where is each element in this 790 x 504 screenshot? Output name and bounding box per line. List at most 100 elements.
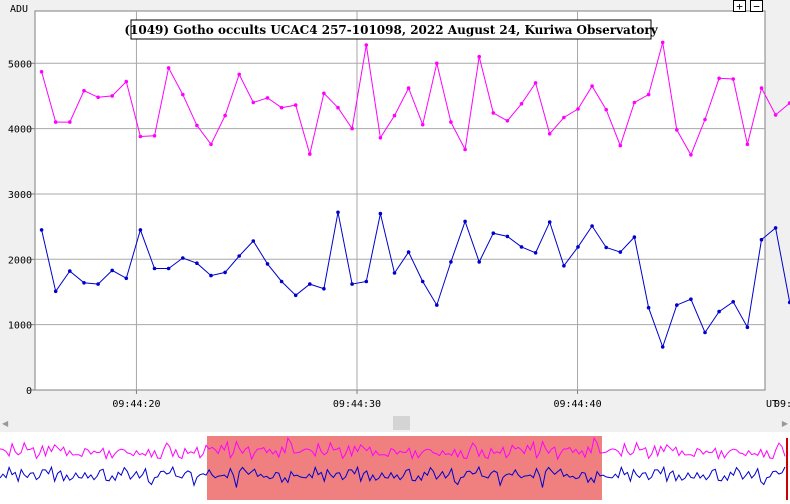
data-point [53, 289, 58, 294]
data-point [463, 147, 467, 152]
scrollbar-thumb[interactable] [393, 416, 410, 430]
data-point [533, 81, 538, 85]
data-point [378, 136, 383, 140]
data-point [477, 260, 482, 264]
data-point [223, 270, 227, 275]
data-point [209, 273, 213, 278]
data-point [787, 101, 790, 105]
y-tick-label: 5000 [8, 59, 32, 70]
zoom-in-button[interactable]: + [733, 0, 746, 12]
data-point [364, 43, 369, 47]
y-tick-label: 0 [26, 386, 32, 397]
overview-strip[interactable] [0, 432, 790, 504]
data-point [68, 269, 72, 273]
data-point [195, 123, 199, 128]
y-axis: 0 1000 2000 3000 4000 5000 [8, 59, 35, 397]
data-point [590, 224, 594, 228]
data-point [152, 266, 157, 271]
data-point [773, 226, 778, 230]
data-point [604, 245, 608, 250]
x-tick-label: 09:44:20 [112, 399, 160, 410]
data-point [265, 262, 270, 266]
data-point [463, 219, 467, 224]
data-point [477, 54, 482, 59]
data-point [138, 228, 143, 232]
data-point [279, 105, 284, 110]
data-point [491, 111, 496, 115]
data-point [350, 282, 354, 286]
data-point [152, 134, 157, 138]
data-point [449, 260, 453, 264]
data-point [322, 91, 326, 96]
data-point [392, 271, 397, 275]
data-point [39, 228, 44, 232]
data-point [82, 88, 86, 93]
chart-title: (1049) Gotho occults UCAC4 257-101098, 2… [124, 23, 658, 37]
zoom-out-button[interactable]: − [750, 0, 763, 12]
data-point [68, 120, 72, 124]
data-point [420, 279, 425, 284]
data-point [82, 281, 86, 285]
data-point [195, 261, 199, 266]
data-point [124, 79, 129, 84]
data-point [166, 266, 171, 271]
x-tick-label: 09:44:30 [333, 399, 381, 410]
data-point [237, 254, 241, 258]
horizontal-scrollbar[interactable]: ◀ ▶ [0, 416, 790, 430]
data-point [519, 245, 524, 249]
data-point [237, 72, 241, 77]
data-point [96, 95, 100, 100]
data-point [251, 100, 256, 105]
data-point [717, 309, 721, 314]
data-point [308, 282, 312, 286]
scroll-right-arrow-icon[interactable]: ▶ [781, 419, 788, 428]
data-point [787, 300, 790, 305]
y-axis-label: ADU [10, 4, 28, 15]
series-layer [39, 40, 790, 349]
data-point [745, 325, 750, 330]
data-point [618, 250, 623, 254]
data-point [435, 61, 439, 66]
data-point [604, 107, 608, 112]
data-point [562, 264, 566, 268]
scroll-left-arrow-icon[interactable]: ◀ [2, 419, 9, 428]
data-point [745, 142, 750, 147]
data-point [336, 210, 340, 215]
data-point [773, 113, 778, 117]
data-point [675, 303, 679, 307]
data-point [181, 92, 185, 97]
data-point [110, 94, 114, 98]
overview-selection-window[interactable] [207, 436, 602, 500]
data-point [110, 268, 114, 273]
data-point [53, 120, 58, 124]
data-point [660, 40, 665, 45]
data-point [505, 234, 510, 239]
data-point [703, 330, 707, 335]
data-point [293, 103, 298, 107]
light-curve-chart: 0 1000 2000 3000 4000 5000 09:44:20 09:44:30 09… [8, 4, 790, 410]
data-point [576, 107, 580, 111]
data-point [96, 282, 100, 286]
x-axis-label: UT [766, 399, 778, 410]
data-point [392, 113, 397, 118]
data-point [505, 119, 510, 123]
data-point [322, 286, 326, 291]
data-point [223, 113, 227, 118]
data-point [519, 102, 524, 106]
overview-series-layer [0, 436, 786, 488]
data-point [590, 84, 594, 88]
data-point [632, 235, 637, 239]
data-point [689, 153, 693, 157]
data-point [660, 345, 665, 349]
data-point [308, 152, 312, 156]
grid-lines [35, 11, 765, 390]
y-tick-label: 3000 [8, 190, 32, 201]
data-point [350, 126, 354, 131]
data-point [435, 303, 439, 307]
chart-title-box [130, 19, 652, 40]
plot-area [34, 10, 766, 391]
data-point [336, 105, 340, 110]
overview-series-line [0, 436, 786, 461]
x-tick-label: 09:44:50 [774, 399, 790, 410]
data-point [533, 251, 538, 255]
